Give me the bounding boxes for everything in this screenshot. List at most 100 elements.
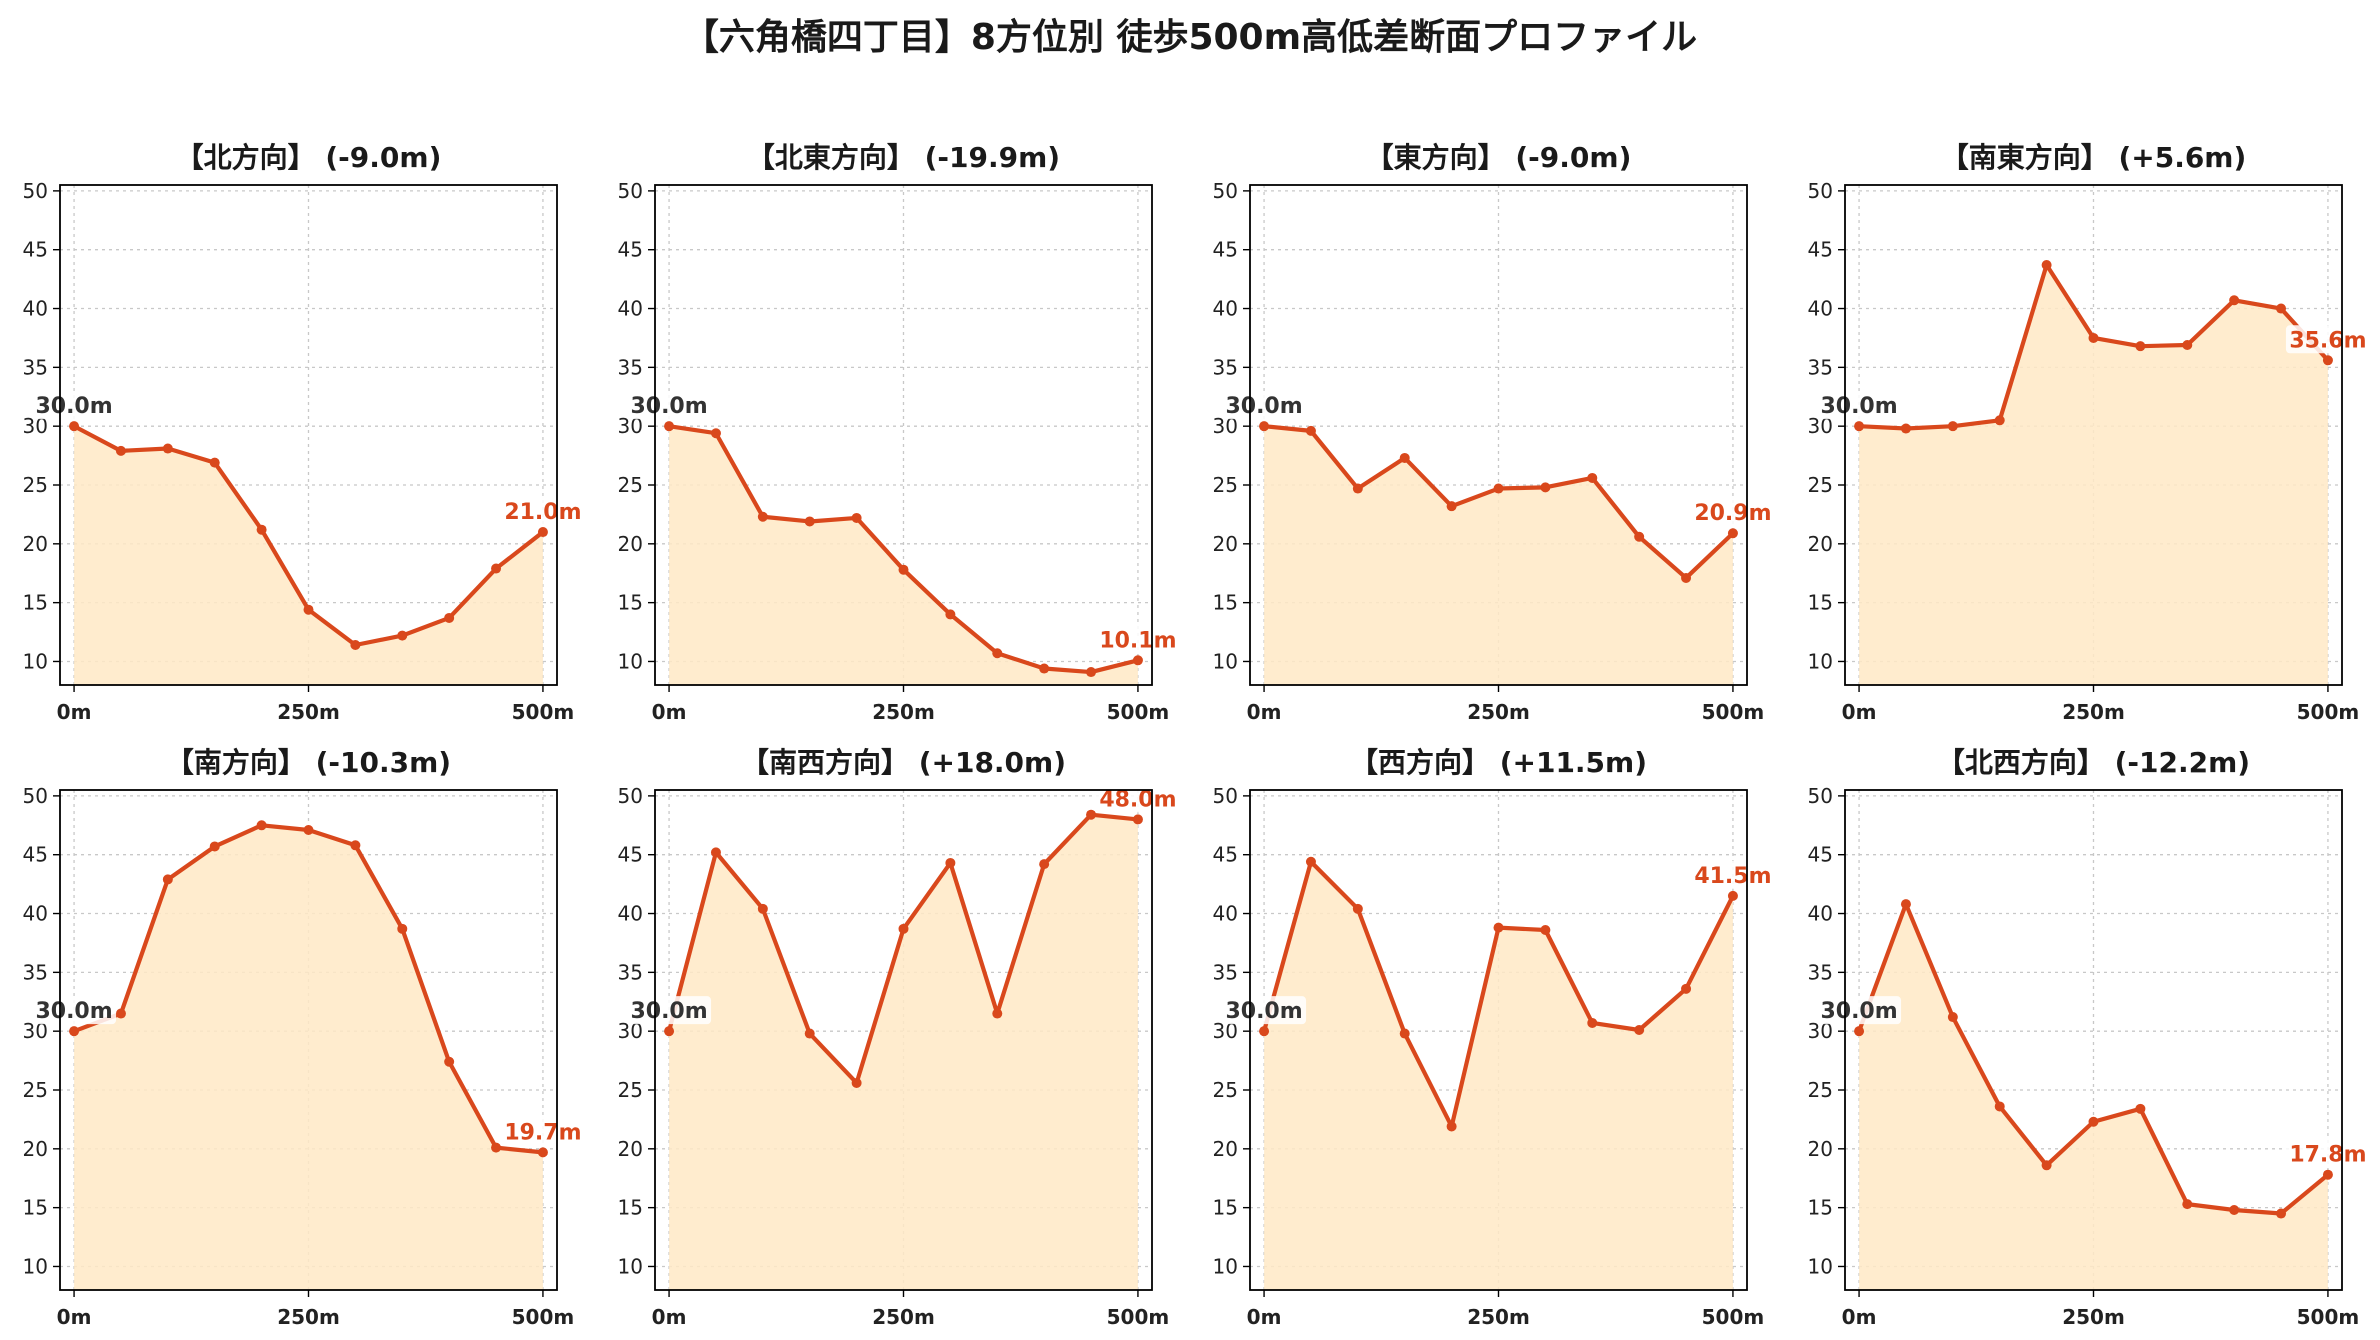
data-point xyxy=(69,421,80,432)
data-point xyxy=(1259,1026,1270,1037)
data-point xyxy=(1132,814,1143,825)
data-point xyxy=(1352,903,1363,914)
x-tick-label: 0m xyxy=(57,1305,92,1329)
x-tick-label: 500m xyxy=(2297,1305,2360,1329)
data-point xyxy=(491,1142,502,1153)
y-tick-label: 20 xyxy=(1213,1137,1238,1161)
y-tick-label: 20 xyxy=(23,1137,48,1161)
x-tick-label: 0m xyxy=(1842,700,1877,724)
y-tick-label: 45 xyxy=(1213,238,1238,262)
end-label: 19.7m xyxy=(504,1120,581,1145)
data-point xyxy=(2041,260,2052,270)
data-point xyxy=(1854,421,1865,432)
panel-title: 【北西方向】 (-12.2m) xyxy=(1937,746,2250,779)
y-tick-label: 35 xyxy=(1808,960,1833,984)
y-tick-label: 15 xyxy=(1808,591,1833,615)
data-point xyxy=(804,1028,815,1039)
x-tick-label: 500m xyxy=(1702,1305,1765,1329)
y-tick-label: 25 xyxy=(618,1078,643,1102)
x-tick-label: 250m xyxy=(2062,1305,2125,1329)
panel-title: 【南西方向】 (+18.0m) xyxy=(741,746,1066,779)
y-tick-label: 25 xyxy=(1808,473,1833,497)
data-point xyxy=(350,840,361,851)
data-point xyxy=(664,421,675,432)
x-tick-label: 0m xyxy=(1247,1305,1282,1329)
panel-title: 【南東方向】 (+5.6m) xyxy=(1941,141,2247,174)
y-tick-label: 50 xyxy=(1808,784,1833,808)
start-label-bg xyxy=(32,996,117,1025)
x-tick-label: 250m xyxy=(277,700,340,724)
x-tick-label: 250m xyxy=(2062,700,2125,724)
y-tick-label: 50 xyxy=(618,179,643,203)
y-tick-label: 40 xyxy=(23,297,48,321)
y-tick-label: 20 xyxy=(618,1137,643,1161)
data-point xyxy=(303,604,314,615)
x-tick-label: 250m xyxy=(872,1305,935,1329)
panel-title: 【西方向】 (+11.5m) xyxy=(1350,746,1647,779)
y-tick-label: 35 xyxy=(1213,960,1238,984)
data-point xyxy=(898,923,909,934)
end-label: 48.0m xyxy=(1099,787,1176,812)
x-tick-label: 250m xyxy=(1467,700,1530,724)
data-point xyxy=(1634,531,1645,542)
end-label-bg xyxy=(1095,625,1180,654)
end-label-bg xyxy=(2285,1139,2370,1168)
plot-frame xyxy=(1844,184,2343,686)
elevation-area xyxy=(74,426,543,685)
y-tick-label: 45 xyxy=(23,238,48,262)
x-tick-label: 0m xyxy=(1247,700,1282,724)
y-tick-label: 35 xyxy=(1808,355,1833,379)
data-point xyxy=(851,512,862,523)
data-point xyxy=(851,1077,862,1088)
start-label-bg xyxy=(1817,391,1902,420)
elevation-area xyxy=(1264,426,1733,685)
data-point xyxy=(115,1008,126,1019)
elevation-area xyxy=(1859,265,2328,685)
end-label-bg xyxy=(1690,498,1775,527)
start-label-bg xyxy=(32,391,117,420)
data-point xyxy=(1305,425,1316,436)
data-point xyxy=(1994,415,2005,426)
y-tick-label: 20 xyxy=(618,532,643,556)
y-tick-label: 15 xyxy=(1808,1196,1833,1220)
y-tick-label: 10 xyxy=(1213,649,1238,673)
y-tick-label: 25 xyxy=(1213,473,1238,497)
data-point xyxy=(1493,483,1504,494)
y-tick-label: 35 xyxy=(23,960,48,984)
data-point xyxy=(757,511,768,522)
y-tick-label: 10 xyxy=(618,649,643,673)
end-label-bg xyxy=(2285,325,2370,354)
data-point xyxy=(2135,341,2146,352)
data-point xyxy=(162,874,173,885)
plot-frame xyxy=(59,184,558,686)
panel-title: 【東方向】 (-9.0m) xyxy=(1366,141,1632,174)
start-label-bg xyxy=(1817,996,1902,1025)
elevation-area xyxy=(669,426,1138,685)
data-point xyxy=(1540,925,1551,935)
y-tick-label: 50 xyxy=(618,784,643,808)
data-point xyxy=(2322,355,2333,366)
end-label: 21.0m xyxy=(504,500,581,525)
y-tick-label: 15 xyxy=(618,591,643,615)
start-label: 30.0m xyxy=(630,394,707,419)
y-tick-label: 50 xyxy=(23,784,48,808)
end-label-bg xyxy=(500,1117,585,1146)
y-tick-label: 10 xyxy=(1213,1254,1238,1278)
elevation-area xyxy=(1859,904,2328,1290)
y-tick-label: 40 xyxy=(23,902,48,926)
y-tick-label: 40 xyxy=(1213,297,1238,321)
elevation-area xyxy=(74,825,543,1290)
end-label: 17.8m xyxy=(2289,1143,2366,1168)
start-label: 30.0m xyxy=(35,394,112,419)
y-tick-label: 25 xyxy=(1808,1078,1833,1102)
y-tick-label: 15 xyxy=(23,591,48,615)
data-point xyxy=(2088,332,2099,343)
data-point xyxy=(898,564,909,575)
end-label: 35.6m xyxy=(2289,328,2366,353)
